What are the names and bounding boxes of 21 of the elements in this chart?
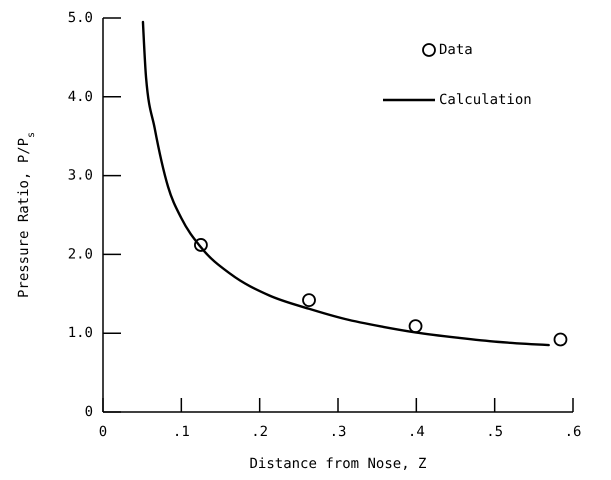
line-series <box>142 20 550 346</box>
y-tick-label: 0 <box>84 404 93 420</box>
point <box>194 238 208 252</box>
legend-label: Data <box>439 42 473 58</box>
y-tick-label: 3.0 <box>68 168 93 184</box>
x-tick-label: .5 <box>486 424 504 440</box>
x-tick-label: .1 <box>172 424 190 440</box>
x-tick-label: .3 <box>330 424 346 440</box>
y-tick-label: 1.0 <box>68 325 93 342</box>
x-tick-label: .2 <box>251 424 268 440</box>
x-axis-title: Distance from Nose, Z <box>249 456 427 472</box>
x-tick-label: 0 <box>98 424 108 440</box>
point <box>302 293 316 308</box>
point <box>408 319 422 334</box>
point <box>554 332 568 346</box>
y-tick-label: 4.0 <box>68 88 93 105</box>
x-tick-label: .6 <box>564 424 582 440</box>
legend-label: Calculation <box>439 92 532 108</box>
y-tick-label: 5.0 <box>68 10 93 26</box>
x-tick-label: .4 <box>408 424 425 440</box>
y-tick-label: 2.0 <box>68 246 93 262</box>
